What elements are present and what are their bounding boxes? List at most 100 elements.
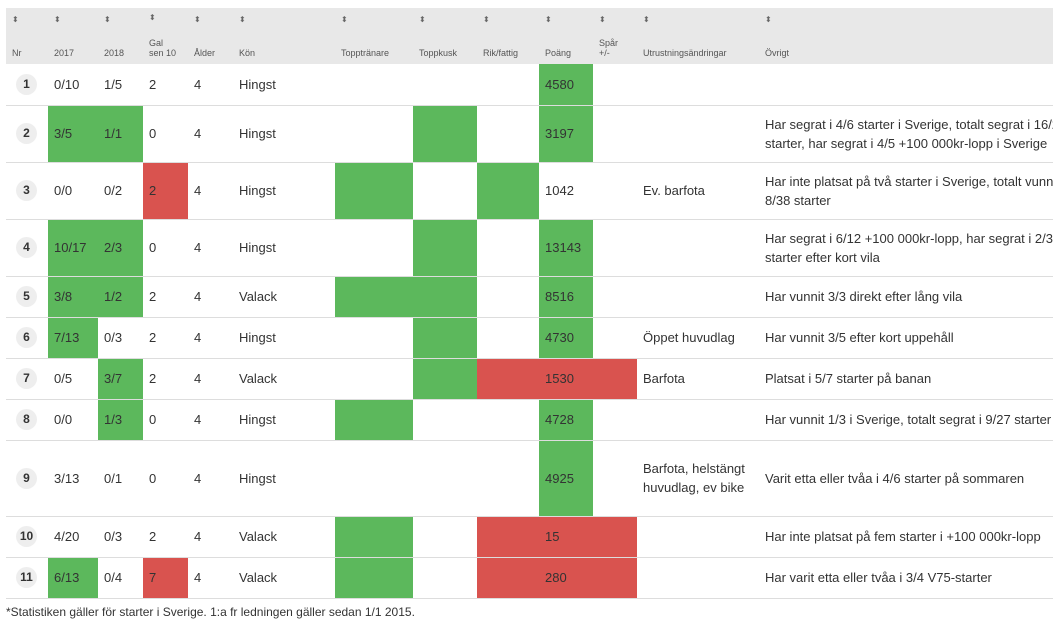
- cell-poang: 4730: [539, 317, 593, 359]
- cell-alder: 4: [188, 399, 233, 441]
- cell-utrustning: [637, 399, 759, 441]
- table-row: 3 0/0 0/2 2 4 Hingst 1042 Ev. barfota Har inte p…: [6, 162, 1053, 220]
- cell-rik-fattig: [477, 557, 539, 599]
- cell-kon: Hingst: [233, 440, 335, 517]
- sort-icon: ⬍: [643, 15, 650, 24]
- cell-utrustning: [637, 64, 759, 106]
- cell-2018: 0/4: [98, 557, 143, 599]
- cell-gal: 7: [143, 557, 188, 599]
- nr-badge: 9: [16, 467, 37, 489]
- cell-kon: Hingst: [233, 162, 335, 220]
- cell-2017: 3/5: [48, 105, 98, 163]
- cell-rik-fattig: [477, 440, 539, 517]
- cell-utrustning: [637, 557, 759, 599]
- col-gal[interactable]: ⬍ Gal sen 10: [143, 8, 188, 64]
- nr-badge: 5: [16, 286, 37, 307]
- cell-utrustning: [637, 105, 759, 163]
- col-toppkusk[interactable]: ⬍ Toppkusk: [413, 8, 477, 64]
- cell-utrustning: Ev. barfota: [637, 162, 759, 220]
- cell-rik-fattig: [477, 105, 539, 163]
- cell-rik-fattig: [477, 516, 539, 558]
- cell-2018: 0/1: [98, 440, 143, 517]
- nr-cell: 3: [6, 162, 48, 220]
- nr-badge: 2: [16, 123, 37, 144]
- cell-rik-fattig: [477, 276, 539, 318]
- sort-icon: ⬍: [341, 15, 348, 24]
- nr-badge: 7: [16, 368, 37, 389]
- cell-poang: 13143: [539, 219, 593, 277]
- col-rik-fattig[interactable]: ⬍ Rik/fattig: [477, 8, 539, 64]
- cell-utrustning: [637, 516, 759, 558]
- cell-gal: 0: [143, 219, 188, 277]
- cell-poang: 15: [539, 516, 593, 558]
- cell-2017: 3/13: [48, 440, 98, 517]
- cell-poang: 280: [539, 557, 593, 599]
- col-alder[interactable]: ⬍ Ålder: [188, 8, 233, 64]
- col-poang[interactable]: ⬍ Poäng: [539, 8, 593, 64]
- cell-2017: 7/13: [48, 317, 98, 359]
- cell-kon: Valack: [233, 276, 335, 318]
- cell-spar: [593, 105, 637, 163]
- cell-toppkusk: [413, 516, 477, 558]
- cell-2018: 1/3: [98, 399, 143, 441]
- cell-spar: [593, 276, 637, 318]
- cell-gal: 2: [143, 276, 188, 318]
- cell-2017: 0/10: [48, 64, 98, 106]
- col-utrustning[interactable]: ⬍ Utrustningsändringar: [637, 8, 759, 64]
- cell-2018: 1/1: [98, 105, 143, 163]
- col-ovrigt[interactable]: ⬍ Övrigt: [759, 8, 1053, 64]
- cell-kon: Hingst: [233, 64, 335, 106]
- cell-poang: 4580: [539, 64, 593, 106]
- cell-kon: Hingst: [233, 399, 335, 441]
- nr-badge: 1: [16, 73, 37, 95]
- cell-poang: 8516: [539, 276, 593, 318]
- col-2018[interactable]: ⬍ 2018: [98, 8, 143, 64]
- cell-utrustning: Barfota, helstängt huvudlag, ev bike: [637, 440, 759, 517]
- cell-rik-fattig: [477, 162, 539, 220]
- cell-ovrigt: Platsat i 5/7 starter på banan: [759, 358, 1053, 400]
- header-row: ⬍ Nr ⬍ 2017 ⬍ 2018 ⬍ Gal sen 10 ⬍ Ålder ⬍ Kön …: [6, 8, 1053, 64]
- nr-cell: 8: [6, 399, 48, 441]
- cell-toppkusk: [413, 317, 477, 359]
- cell-utrustning: Öppet huvudlag: [637, 317, 759, 359]
- cell-spar: [593, 440, 637, 517]
- cell-toppkusk: [413, 358, 477, 400]
- cell-utrustning: [637, 276, 759, 318]
- cell-alder: 4: [188, 219, 233, 277]
- col-topptranare[interactable]: ⬍ Topptränare: [335, 8, 413, 64]
- cell-spar: [593, 358, 637, 400]
- cell-ovrigt: Har inte platsat på två starter i Sverig…: [759, 162, 1053, 220]
- cell-topptranare: [335, 440, 413, 517]
- sort-icon: ⬍: [54, 15, 61, 24]
- cell-2018: 1/5: [98, 64, 143, 106]
- cell-ovrigt: [759, 64, 1053, 106]
- cell-alder: 4: [188, 105, 233, 163]
- nr-cell: 4: [6, 219, 48, 277]
- col-spar[interactable]: ⬍ Spår +/-: [593, 8, 637, 64]
- sort-icon: ⬍: [599, 15, 606, 24]
- cell-2018: 3/7: [98, 358, 143, 400]
- cell-kon: Hingst: [233, 219, 335, 277]
- cell-ovrigt: Har vunnit 3/5 efter kort uppehåll: [759, 317, 1053, 359]
- cell-ovrigt: Har inte platsat på fem starter i +100 0…: [759, 516, 1053, 558]
- col-nr[interactable]: ⬍ Nr: [6, 8, 48, 64]
- cell-topptranare: [335, 105, 413, 163]
- cell-alder: 4: [188, 162, 233, 220]
- cell-topptranare: [335, 358, 413, 400]
- sort-icon: ⬍: [149, 13, 156, 22]
- col-2017[interactable]: ⬍ 2017: [48, 8, 98, 64]
- sort-icon: ⬍: [194, 15, 201, 24]
- cell-alder: 4: [188, 358, 233, 400]
- cell-poang: 3197: [539, 105, 593, 163]
- cell-gal: 2: [143, 317, 188, 359]
- cell-kon: Hingst: [233, 105, 335, 163]
- sort-icon: ⬍: [765, 15, 772, 24]
- table-row: 10 4/20 0/3 2 4 Valack 15 Har inte platsat på f…: [6, 516, 1053, 558]
- cell-ovrigt: Har varit etta eller tvåa i 3/4 V75-star…: [759, 557, 1053, 599]
- nr-cell: 1: [6, 64, 48, 106]
- cell-poang: 4728: [539, 399, 593, 441]
- cell-rik-fattig: [477, 399, 539, 441]
- cell-topptranare: [335, 399, 413, 441]
- sort-icon: ⬍: [104, 15, 111, 24]
- col-kon[interactable]: ⬍ Kön: [233, 8, 335, 64]
